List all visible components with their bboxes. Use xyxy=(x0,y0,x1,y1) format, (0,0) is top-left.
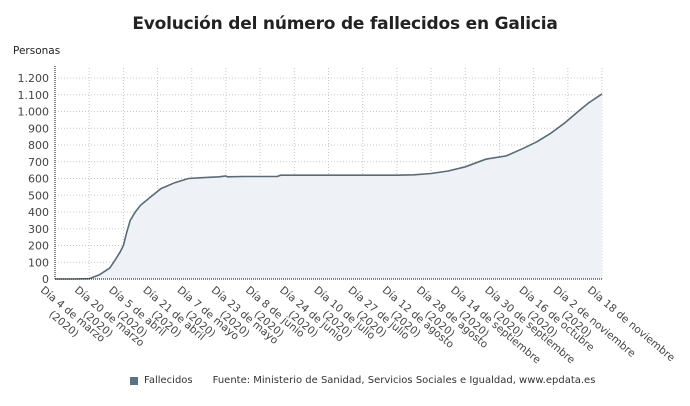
legend: Fallecidos Fuente: Ministerio de Sanidad… xyxy=(130,375,595,386)
y-axis-ticks: 0 100 200 300 400 500 600 700 800 900 1.000 1.100 1.… xyxy=(18,72,50,286)
svg-text:700: 700 xyxy=(28,156,49,169)
x-axis-ticks: Día 4 de marzo(2020)Día 20 de marzo(2020… xyxy=(38,284,677,366)
chart-title: Evolución del número de fallecidos en Ga… xyxy=(132,14,558,34)
series-line-fallecidos xyxy=(55,93,603,280)
series-area-fallecidos xyxy=(55,93,602,280)
svg-text:100: 100 xyxy=(28,256,49,269)
svg-text:1.000: 1.000 xyxy=(18,106,50,119)
legend-label-fallecidos[interactable]: Fallecidos xyxy=(144,375,193,386)
svg-text:600: 600 xyxy=(28,173,49,186)
svg-text:200: 200 xyxy=(28,240,49,253)
svg-text:500: 500 xyxy=(28,189,49,202)
svg-text:1.100: 1.100 xyxy=(18,89,50,102)
y-axis-unit-label: Personas xyxy=(13,45,61,57)
svg-text:800: 800 xyxy=(28,139,49,152)
svg-text:300: 300 xyxy=(28,223,49,236)
legend-swatch-fallecidos xyxy=(130,376,138,385)
svg-text:1.200: 1.200 xyxy=(18,72,50,85)
svg-text:0: 0 xyxy=(42,273,49,286)
source-note: Fuente: Ministerio de Sanidad, Servicios… xyxy=(212,375,596,386)
svg-text:400: 400 xyxy=(28,206,49,219)
svg-text:900: 900 xyxy=(28,122,49,135)
axes xyxy=(54,66,602,280)
